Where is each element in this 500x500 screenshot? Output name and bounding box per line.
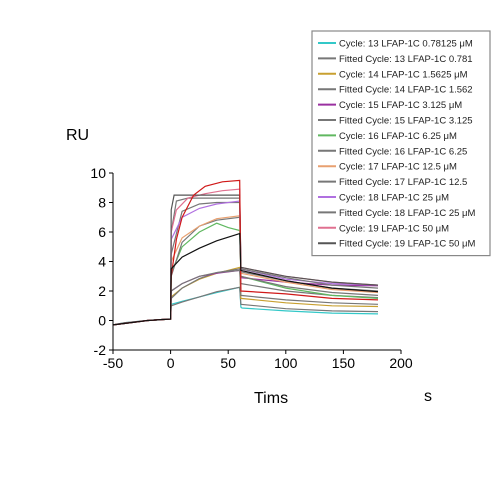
axes: -2 0 2 4 6 8 10 -50 0 50 100 150 200	[90, 165, 412, 371]
legend-box	[311, 30, 491, 257]
x-tick-label: 200	[389, 355, 413, 371]
legend-entry: Fitted Cycle: 18 LFAP-1C 25 μM	[339, 208, 476, 219]
plot-area	[112, 179, 379, 326]
x-axis-unit: s	[424, 388, 432, 405]
y-axis-title: RU	[66, 127, 89, 144]
y-tick-label: 2	[98, 283, 106, 299]
legend: Cycle: 13 LFAP-1C 0.78125 μM Fitted Cycle…	[311, 30, 491, 257]
legend-entry: Fitted Cycle: 14 LFAP-1C 1.562	[339, 85, 473, 96]
legend-entry: Cycle: 19 LFAP-1C 50 μM	[339, 223, 449, 234]
x-tick-label: -50	[103, 355, 123, 371]
legend-entry: Fitted Cycle: 15 LFAP-1C 3.125	[339, 116, 473, 127]
legend-entry: Cycle: 18 LFAP-1C 25 μM	[339, 193, 449, 204]
x-tick-label: 0	[167, 355, 175, 371]
y-tick-label: 0	[98, 313, 106, 329]
legend-entry: Cycle: 17 LFAP-1C 12.5 μM	[339, 162, 457, 173]
y-tick-label: 8	[98, 195, 106, 211]
y-tick-label: 6	[98, 224, 106, 240]
legend-entry: Cycle: 13 LFAP-1C 0.78125 μM	[339, 39, 473, 50]
y-tick-label: -2	[94, 342, 107, 358]
x-tick-label: 100	[274, 355, 298, 371]
series-line-16	[112, 232, 379, 326]
legend-entry: Fitted Cycle: 16 LFAP-1C 6.25	[339, 146, 467, 157]
y-tick-label: 4	[98, 254, 106, 270]
y-tick-label: 10	[90, 165, 106, 181]
x-tick-label: 50	[220, 355, 236, 371]
legend-entry: Fitted Cycle: 17 LFAP-1C 12.5	[339, 177, 467, 188]
x-tick-label: 150	[332, 355, 356, 371]
legend-entry: Fitted Cycle: 19 LFAP-1C 50 μM	[339, 239, 476, 250]
legend-entry: Cycle: 14 LFAP-1C 1.5625 μM	[339, 69, 468, 80]
legend-entry: Cycle: 15 LFAP-1C 3.125 μM	[339, 100, 462, 111]
legend-entry: Cycle: 16 LFAP-1C 6.25 μM	[339, 131, 457, 142]
series-line-5	[112, 269, 379, 326]
x-axis-title: Tims	[254, 390, 288, 407]
legend-entry: Fitted Cycle: 13 LFAP-1C 0.781	[339, 54, 473, 65]
